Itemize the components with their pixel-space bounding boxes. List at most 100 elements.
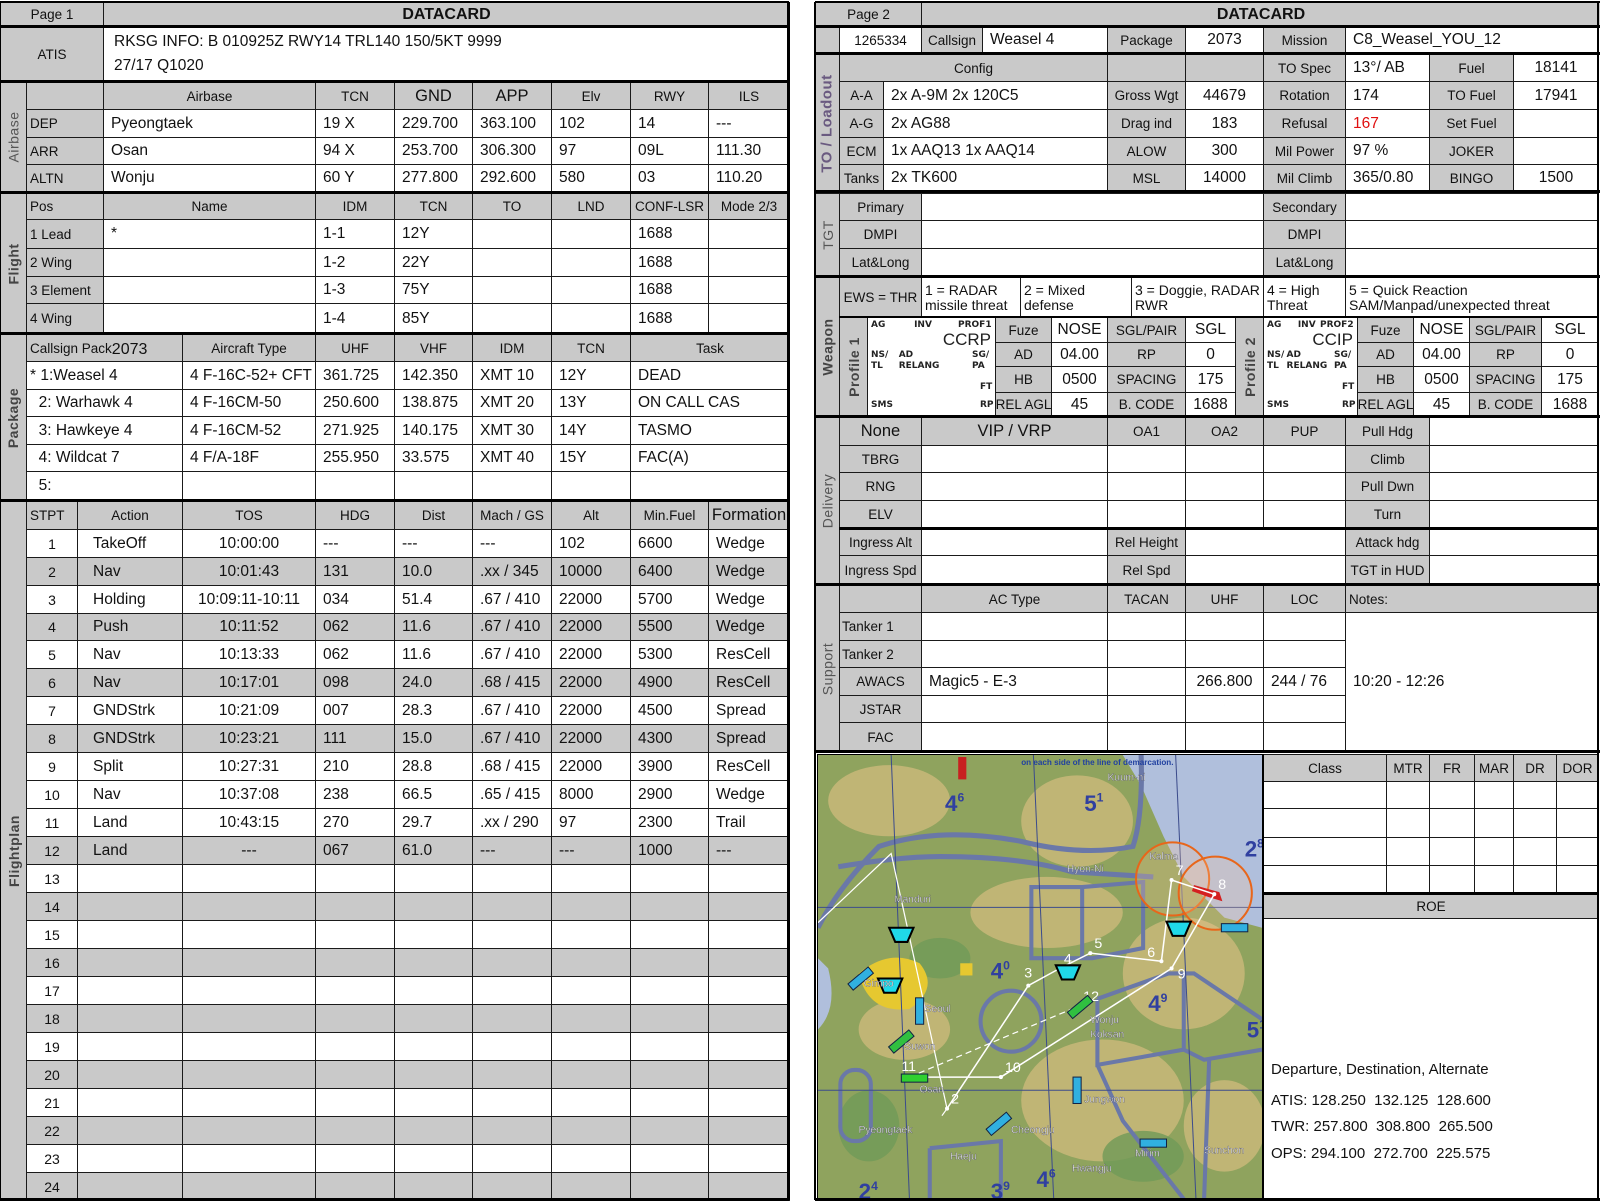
- map-canvas[interactable]: 23456789101112Kuum-niKalmaHyon-NiManduri…: [818, 755, 1262, 1199]
- flight-field[interactable]: [472, 276, 552, 304]
- weapon-value[interactable]: 1688: [1541, 392, 1599, 417]
- package-field[interactable]: TASMO: [630, 416, 790, 445]
- flightplan-field[interactable]: [708, 920, 790, 949]
- support-field[interactable]: [1185, 612, 1264, 641]
- flightplan-field[interactable]: 10:11:52: [182, 613, 316, 641]
- flight-field[interactable]: [551, 248, 631, 277]
- loadout-value[interactable]: 13°/ AB: [1345, 54, 1430, 82]
- weapon-value[interactable]: NOSE: [1051, 317, 1108, 343]
- flightplan-field[interactable]: [182, 948, 316, 977]
- weapon-value[interactable]: SGL: [1185, 317, 1236, 343]
- support-field[interactable]: [1185, 695, 1264, 723]
- flightplan-field[interactable]: ---: [472, 836, 552, 865]
- flightplan-field[interactable]: 28.8: [394, 752, 473, 781]
- package-field[interactable]: ON CALL CAS: [630, 389, 790, 417]
- loadout-value[interactable]: 14000: [1185, 164, 1264, 192]
- flightplan-field[interactable]: .xx / 290: [472, 808, 552, 837]
- flight-field[interactable]: 1-2: [315, 248, 395, 277]
- support-field[interactable]: [1185, 640, 1264, 668]
- weapon-value[interactable]: 0500: [1051, 366, 1108, 393]
- flightplan-field[interactable]: [315, 948, 395, 977]
- flightplan-field[interactable]: [630, 1032, 709, 1061]
- flight-field[interactable]: 1688: [630, 303, 709, 334]
- loadout-value[interactable]: 365/0.80: [1345, 164, 1430, 192]
- airbase-field[interactable]: 253.700: [394, 137, 473, 165]
- flightplan-field[interactable]: [551, 920, 631, 949]
- loadout-value[interactable]: 44679: [1185, 81, 1264, 110]
- support-field[interactable]: [1107, 667, 1186, 696]
- flightplan-field[interactable]: [182, 976, 316, 1005]
- package-field[interactable]: FAC(A): [630, 444, 790, 472]
- flightplan-field[interactable]: [472, 1032, 552, 1061]
- flightplan-field[interactable]: [630, 1004, 709, 1033]
- airbase-field[interactable]: 03: [630, 164, 709, 192]
- package-field[interactable]: 361.725: [315, 361, 395, 390]
- target-field[interactable]: [921, 193, 1264, 221]
- ews-threat-field[interactable]: 2 = Mixed defense: [1020, 277, 1132, 318]
- flightplan-field[interactable]: 11.6: [394, 640, 473, 669]
- flightplan-field[interactable]: [394, 1060, 473, 1089]
- flightplan-field[interactable]: [394, 892, 473, 921]
- flightplan-field[interactable]: 22000: [551, 696, 631, 725]
- flightplan-field[interactable]: [77, 1032, 183, 1061]
- loadout-value[interactable]: 2x AG88: [883, 109, 1108, 138]
- loadout-value[interactable]: 167: [1345, 109, 1430, 138]
- flightplan-field[interactable]: 66.5: [394, 780, 473, 809]
- support-field[interactable]: [1263, 612, 1346, 641]
- flightplan-field[interactable]: 10:37:08: [182, 780, 316, 809]
- flight-field[interactable]: [472, 219, 552, 249]
- flightplan-field[interactable]: [315, 1144, 395, 1173]
- flightplan-field[interactable]: [315, 1004, 395, 1033]
- flightplan-field[interactable]: [551, 1116, 631, 1145]
- flightplan-field[interactable]: 6400: [630, 557, 709, 586]
- flightplan-field[interactable]: [315, 1060, 395, 1089]
- flightplan-field[interactable]: 29.7: [394, 808, 473, 837]
- package-field[interactable]: 4 F-16CM-52: [182, 416, 316, 445]
- flightplan-field[interactable]: [315, 892, 395, 921]
- flightplan-field[interactable]: [394, 1116, 473, 1145]
- flightplan-field[interactable]: [551, 976, 631, 1005]
- flightplan-field[interactable]: Push: [77, 613, 183, 641]
- ews-threat-field[interactable]: 4 = High Threat: [1263, 277, 1346, 318]
- flightplan-field[interactable]: .65 / 415: [472, 780, 552, 809]
- flight-field[interactable]: 1-4: [315, 303, 395, 334]
- flightplan-field[interactable]: [77, 1004, 183, 1033]
- flightplan-field[interactable]: [708, 1032, 790, 1061]
- support-field[interactable]: [1263, 695, 1346, 723]
- flight-field[interactable]: [103, 248, 316, 277]
- flightplan-field[interactable]: [472, 1116, 552, 1145]
- flightplan-field[interactable]: .67 / 410: [472, 640, 552, 669]
- flightplan-field[interactable]: Land: [77, 836, 183, 865]
- target-field[interactable]: [1345, 193, 1599, 221]
- flightplan-field[interactable]: Nav: [77, 557, 183, 586]
- flightplan-field[interactable]: 10:27:31: [182, 752, 316, 781]
- flight-field[interactable]: 1-3: [315, 276, 395, 304]
- flightplan-field[interactable]: [182, 1172, 316, 1201]
- flightplan-field[interactable]: ---: [472, 529, 552, 558]
- flight-field[interactable]: [472, 248, 552, 277]
- flightplan-field[interactable]: 28.3: [394, 696, 473, 725]
- flightplan-field[interactable]: [551, 1172, 631, 1201]
- flightplan-field[interactable]: .67 / 410: [472, 696, 552, 725]
- airbase-field[interactable]: 19 X: [315, 109, 395, 138]
- notes-field[interactable]: 10:20 - 12:26: [1345, 612, 1599, 752]
- package-field[interactable]: 13Y: [551, 389, 631, 417]
- flight-field[interactable]: 75Y: [394, 276, 473, 304]
- weapon-value[interactable]: 0: [1541, 342, 1599, 367]
- delivery-field[interactable]: [921, 555, 1108, 585]
- flightplan-field[interactable]: Trail: [708, 808, 790, 837]
- loadout-value[interactable]: [1513, 137, 1599, 165]
- airspace-field[interactable]: [1429, 781, 1475, 809]
- flight-field[interactable]: [551, 219, 631, 249]
- loadout-value[interactable]: 2x TK600: [883, 164, 1108, 192]
- flightplan-field[interactable]: 062: [315, 640, 395, 669]
- airspace-field[interactable]: [1556, 781, 1599, 809]
- flightplan-field[interactable]: Wedge: [708, 529, 790, 558]
- airspace-field[interactable]: [1386, 837, 1430, 866]
- flightplan-field[interactable]: [394, 920, 473, 949]
- support-field[interactable]: 244 / 76: [1263, 667, 1346, 696]
- flightplan-field[interactable]: .67 / 410: [472, 585, 552, 614]
- flightplan-field[interactable]: 098: [315, 668, 395, 697]
- weapon-value[interactable]: 0: [1185, 342, 1236, 367]
- flightplan-field[interactable]: 22000: [551, 668, 631, 697]
